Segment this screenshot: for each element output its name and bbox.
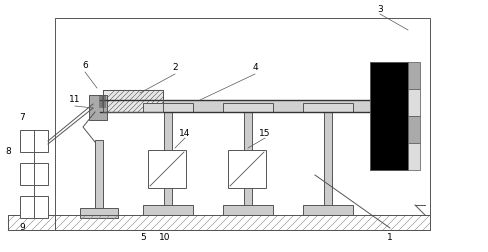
Text: 8: 8 bbox=[5, 147, 11, 156]
Bar bbox=[102, 95, 103, 107]
Bar bbox=[227, 150, 265, 188]
Bar bbox=[223, 205, 272, 215]
Bar bbox=[303, 103, 352, 112]
Bar bbox=[89, 95, 107, 120]
Bar bbox=[407, 116, 419, 143]
Text: 2: 2 bbox=[172, 64, 178, 73]
Bar bbox=[20, 163, 48, 185]
Bar bbox=[55, 215, 429, 230]
Bar bbox=[407, 89, 419, 116]
Bar bbox=[223, 103, 272, 112]
Bar bbox=[80, 208, 118, 218]
Bar bbox=[303, 205, 352, 215]
Bar bbox=[100, 100, 399, 112]
Text: 11: 11 bbox=[69, 96, 81, 105]
Bar bbox=[163, 112, 172, 215]
Text: 10: 10 bbox=[159, 234, 170, 242]
Bar bbox=[99, 95, 100, 107]
Bar bbox=[55, 215, 429, 230]
Bar bbox=[20, 196, 48, 218]
Bar bbox=[20, 130, 48, 152]
Text: 6: 6 bbox=[82, 60, 88, 70]
Bar bbox=[103, 90, 163, 112]
Text: 7: 7 bbox=[19, 113, 25, 122]
Text: 5: 5 bbox=[140, 234, 145, 242]
Text: 9: 9 bbox=[19, 224, 25, 233]
Bar bbox=[407, 62, 419, 89]
Text: 3: 3 bbox=[376, 6, 382, 15]
Bar bbox=[103, 95, 104, 107]
Text: 1: 1 bbox=[386, 234, 392, 242]
Bar bbox=[142, 103, 193, 112]
Bar bbox=[244, 112, 251, 215]
Bar bbox=[8, 215, 55, 230]
Bar bbox=[103, 90, 163, 112]
Bar bbox=[369, 62, 407, 170]
Text: 14: 14 bbox=[179, 129, 190, 138]
Bar bbox=[407, 143, 419, 170]
Bar bbox=[324, 112, 331, 215]
Bar bbox=[95, 140, 103, 215]
Bar bbox=[148, 150, 185, 188]
Bar bbox=[101, 95, 102, 107]
Text: 15: 15 bbox=[259, 129, 270, 138]
Text: 4: 4 bbox=[252, 64, 257, 73]
Bar bbox=[55, 18, 429, 230]
Bar bbox=[8, 215, 55, 230]
Bar bbox=[142, 205, 193, 215]
